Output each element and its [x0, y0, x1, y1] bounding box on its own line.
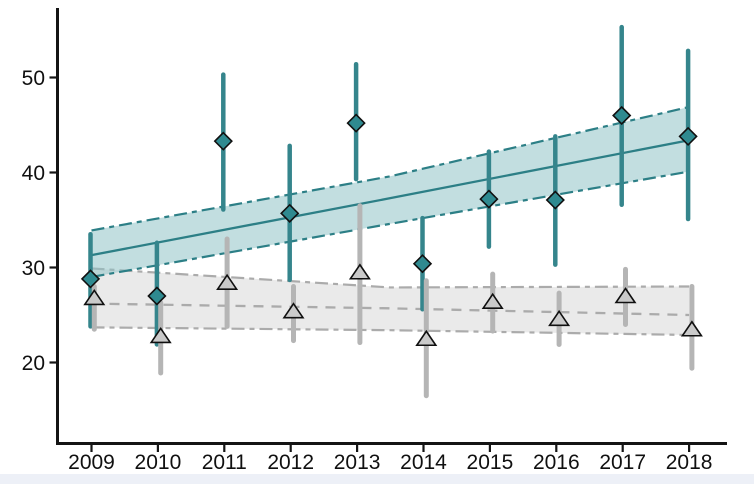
window-edge-strip	[0, 474, 754, 484]
gray-triangle-series-confidence-band	[91, 268, 690, 335]
gray-triangle-series-triangle-marker	[481, 292, 504, 309]
gray-triangle-series-trend-line	[91, 302, 690, 317]
teal-diamond-series-diamond-marker	[280, 203, 300, 223]
teal-diamond-series-band-lower-edge	[91, 170, 690, 279]
x-tick-label: 2012	[267, 451, 314, 474]
gray-triangle-series-band-lower-edge	[91, 326, 690, 337]
teal-diamond-series-diamond-marker	[479, 189, 499, 209]
teal-diamond-series-diamond-marker	[612, 105, 632, 126]
gray-triangle-series-triangle-marker	[614, 287, 637, 304]
gray-triangle-series-triangle-marker	[149, 326, 172, 344]
gray-triangle-series-triangle-marker	[548, 309, 571, 327]
teal-diamond-series-band-upper-edge	[91, 105, 690, 232]
x-tick-label: 2018	[666, 451, 713, 474]
x-tick-label: 2014	[400, 451, 447, 474]
x-tick-label: 2017	[599, 451, 646, 474]
y-tick-label: 50	[22, 67, 45, 90]
teal-diamond-series-confidence-band	[91, 106, 690, 277]
x-tick-label: 2013	[334, 451, 381, 474]
gray-triangle-series-triangle-marker	[680, 320, 703, 337]
gray-triangle-series-band-upper-edge	[91, 267, 690, 289]
gray-triangle-series-triangle-marker	[83, 288, 106, 306]
y-tick-label: 30	[22, 257, 45, 280]
teal-diamond-series-diamond-marker	[147, 286, 167, 306]
gray-triangle-series-triangle-marker	[282, 302, 305, 319]
x-tick-label: 2010	[135, 451, 182, 474]
teal-diamond-series-diamond-marker	[213, 131, 233, 151]
gray-triangle-series-triangle-marker	[348, 263, 371, 280]
teal-diamond-series-diamond-marker	[80, 269, 101, 289]
teal-diamond-series-diamond-marker	[545, 190, 565, 210]
x-tick-label: 2015	[467, 451, 514, 474]
gray-triangle-series-triangle-marker	[415, 329, 438, 347]
teal-diamond-series-trend-line	[91, 139, 690, 257]
y-tick-label: 20	[22, 352, 45, 375]
gray-triangle-series-triangle-marker	[216, 273, 239, 290]
x-tick-label: 2011	[202, 451, 247, 474]
teal-diamond-series-diamond-marker	[412, 254, 433, 274]
x-tick-label: 2009	[68, 451, 115, 474]
x-tick-label: 2016	[533, 451, 580, 474]
teal-diamond-series-diamond-marker	[678, 126, 698, 147]
y-tick-label: 40	[22, 162, 45, 185]
teal-diamond-series-diamond-marker	[346, 113, 366, 133]
